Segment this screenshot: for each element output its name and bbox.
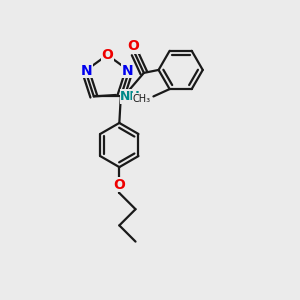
Text: NH: NH <box>120 90 141 103</box>
Text: N: N <box>81 64 93 78</box>
Text: O: O <box>113 178 125 192</box>
Text: O: O <box>101 48 113 62</box>
Text: O: O <box>128 39 140 53</box>
Text: CH₃: CH₃ <box>133 94 151 104</box>
Text: N: N <box>122 64 134 78</box>
